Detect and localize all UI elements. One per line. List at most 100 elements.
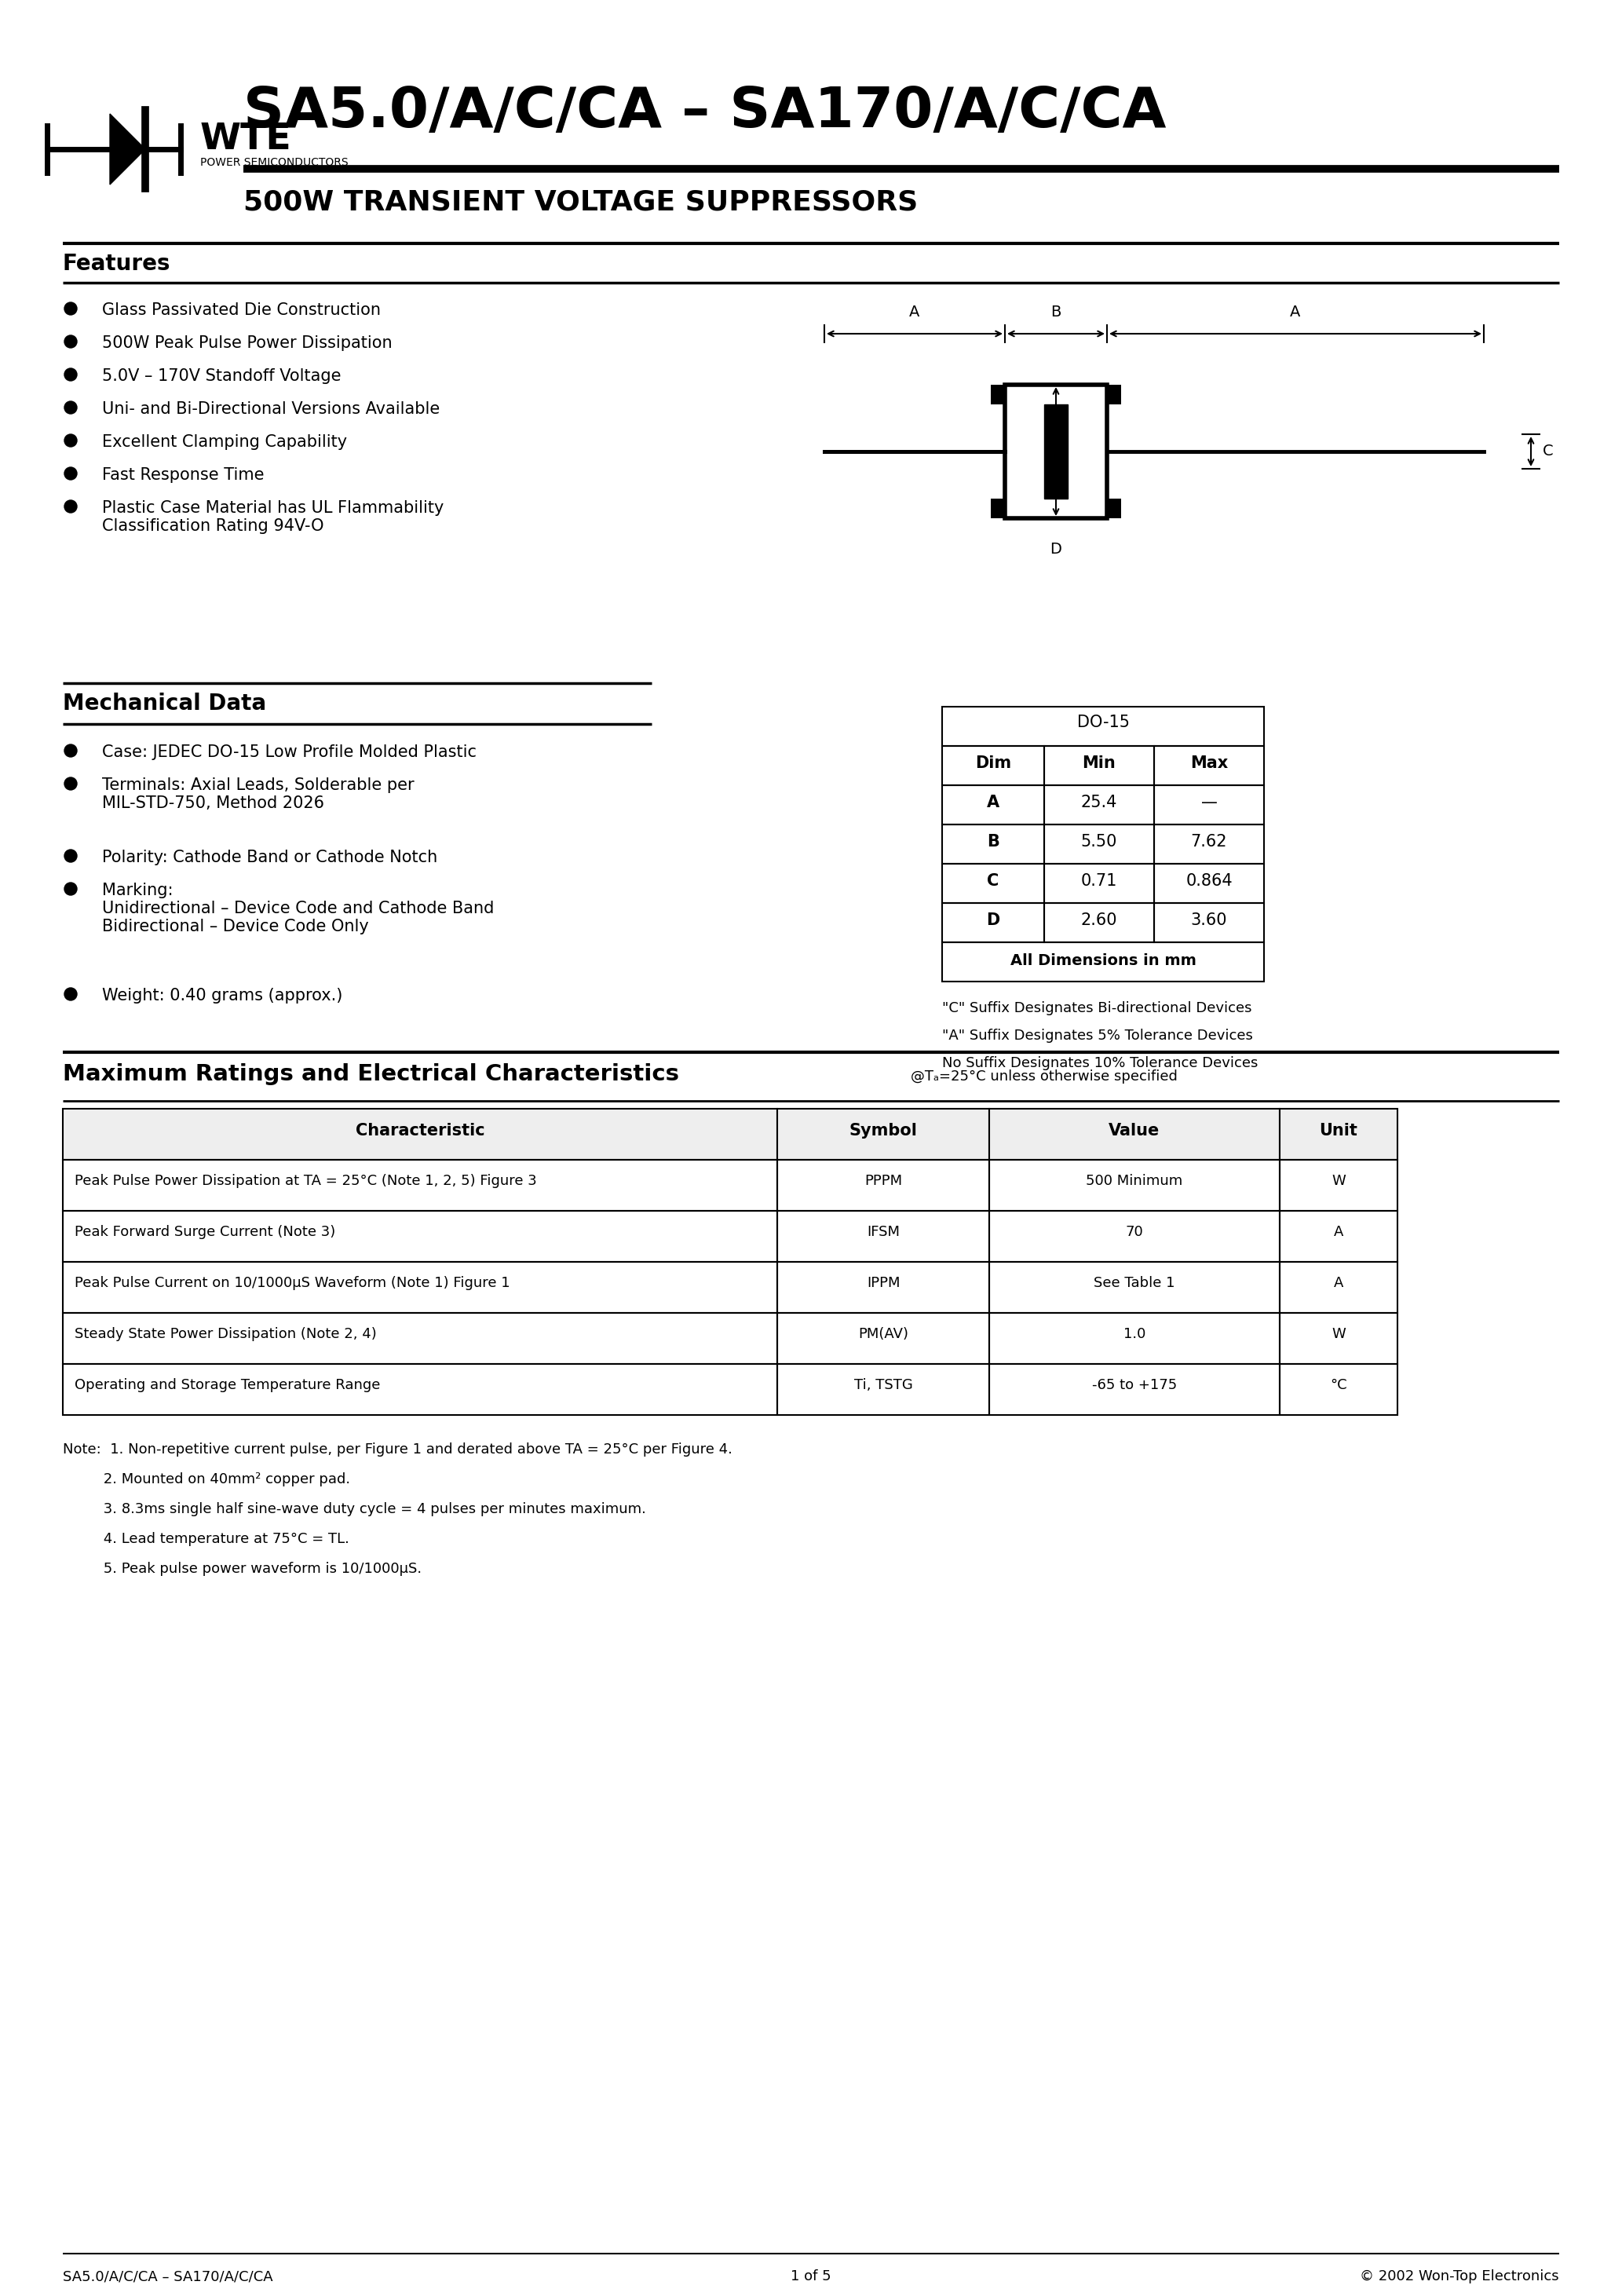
Text: 3.60: 3.60 xyxy=(1191,912,1228,928)
Bar xyxy=(63,1364,777,1414)
Bar xyxy=(1045,785,1155,824)
Bar xyxy=(942,746,1045,785)
Text: POWER SEMICONDUCTORS: POWER SEMICONDUCTORS xyxy=(200,156,349,168)
Text: 1.0: 1.0 xyxy=(1124,1327,1145,1341)
Text: Ti, TSTG: Ti, TSTG xyxy=(853,1378,913,1391)
Text: 1 of 5: 1 of 5 xyxy=(792,2268,830,2285)
Text: Operating and Storage Temperature Range: Operating and Storage Temperature Range xyxy=(75,1378,380,1391)
Bar xyxy=(63,1109,777,1159)
Bar xyxy=(1045,824,1155,863)
Circle shape xyxy=(65,303,76,315)
Text: Weight: 0.40 grams (approx.): Weight: 0.40 grams (approx.) xyxy=(102,987,342,1003)
Text: A: A xyxy=(1333,1226,1343,1240)
Text: D: D xyxy=(1049,542,1062,556)
Text: PPPM: PPPM xyxy=(865,1173,902,1187)
Bar xyxy=(777,1159,989,1210)
Text: Polarity: Cathode Band or Cathode Notch: Polarity: Cathode Band or Cathode Notch xyxy=(102,850,438,866)
Text: Terminals: Axial Leads, Solderable per
MIL-STD-750, Method 2026: Terminals: Axial Leads, Solderable per M… xyxy=(102,778,414,810)
Polygon shape xyxy=(110,115,146,184)
Text: PM(AV): PM(AV) xyxy=(858,1327,908,1341)
Bar xyxy=(1045,902,1155,941)
Text: A: A xyxy=(1333,1277,1343,1290)
Bar xyxy=(777,1313,989,1364)
Text: WTE: WTE xyxy=(200,122,292,156)
Text: C: C xyxy=(1543,443,1554,459)
Bar xyxy=(991,386,1006,404)
Bar xyxy=(1280,1159,1398,1210)
Bar xyxy=(942,785,1045,824)
Text: W: W xyxy=(1332,1173,1346,1187)
Bar xyxy=(989,1313,1280,1364)
Bar xyxy=(777,1210,989,1263)
Text: Fast Response Time: Fast Response Time xyxy=(102,466,264,482)
Bar xyxy=(991,498,1006,519)
Text: © 2002 Won-Top Electronics: © 2002 Won-Top Electronics xyxy=(1361,2268,1559,2285)
Text: Mechanical Data: Mechanical Data xyxy=(63,693,266,714)
Bar xyxy=(1045,746,1155,785)
Bar xyxy=(777,1364,989,1414)
Text: 0.71: 0.71 xyxy=(1080,872,1118,889)
Text: C: C xyxy=(988,872,999,889)
Bar xyxy=(777,1263,989,1313)
Bar xyxy=(942,824,1045,863)
Bar xyxy=(1155,902,1264,941)
Circle shape xyxy=(65,882,76,895)
Bar xyxy=(989,1263,1280,1313)
Circle shape xyxy=(65,367,76,381)
Circle shape xyxy=(65,987,76,1001)
Text: SA5.0/A/C/CA – SA170/A/C/CA: SA5.0/A/C/CA – SA170/A/C/CA xyxy=(243,85,1166,140)
Bar xyxy=(63,1263,777,1313)
Text: A: A xyxy=(1289,305,1301,319)
Text: IFSM: IFSM xyxy=(866,1226,900,1240)
Bar xyxy=(942,707,1264,746)
Bar xyxy=(1280,1313,1398,1364)
Text: Min: Min xyxy=(1082,755,1116,771)
Circle shape xyxy=(65,434,76,448)
Text: Unit: Unit xyxy=(1319,1123,1358,1139)
Text: 5.50: 5.50 xyxy=(1080,833,1118,850)
Text: 2.60: 2.60 xyxy=(1080,912,1118,928)
Text: Case: JEDEC DO-15 Low Profile Molded Plastic: Case: JEDEC DO-15 Low Profile Molded Pla… xyxy=(102,744,477,760)
Circle shape xyxy=(65,466,76,480)
Text: 25.4: 25.4 xyxy=(1080,794,1118,810)
Text: Peak Forward Surge Current (Note 3): Peak Forward Surge Current (Note 3) xyxy=(75,1226,336,1240)
Text: W: W xyxy=(1332,1327,1346,1341)
Text: 2. Mounted on 40mm² copper pad.: 2. Mounted on 40mm² copper pad. xyxy=(63,1472,350,1486)
Bar xyxy=(989,1364,1280,1414)
Text: "C" Suffix Designates Bi-directional Devices: "C" Suffix Designates Bi-directional Dev… xyxy=(942,1001,1252,1015)
Bar xyxy=(1280,1263,1398,1313)
Text: 3. 8.3ms single half sine-wave duty cycle = 4 pulses per minutes maximum.: 3. 8.3ms single half sine-wave duty cycl… xyxy=(63,1502,646,1515)
Bar xyxy=(63,1313,777,1364)
Bar xyxy=(942,902,1045,941)
Bar xyxy=(777,1109,989,1159)
Circle shape xyxy=(65,850,76,863)
Bar xyxy=(1155,863,1264,902)
Text: No Suffix Designates 10% Tolerance Devices: No Suffix Designates 10% Tolerance Devic… xyxy=(942,1056,1259,1070)
Text: Plastic Case Material has UL Flammability
Classification Rating 94V-O: Plastic Case Material has UL Flammabilit… xyxy=(102,501,444,535)
Text: 7.62: 7.62 xyxy=(1191,833,1228,850)
Text: Characteristic: Characteristic xyxy=(355,1123,485,1139)
Circle shape xyxy=(65,335,76,349)
Bar xyxy=(989,1159,1280,1210)
Bar xyxy=(1106,386,1121,404)
Text: Uni- and Bi-Directional Versions Available: Uni- and Bi-Directional Versions Availab… xyxy=(102,402,440,418)
Bar xyxy=(63,1210,777,1263)
Bar xyxy=(1006,386,1106,519)
Text: Features: Features xyxy=(63,253,170,276)
Text: Peak Pulse Power Dissipation at TA = 25°C (Note 1, 2, 5) Figure 3: Peak Pulse Power Dissipation at TA = 25°… xyxy=(75,1173,537,1187)
Bar xyxy=(942,863,1045,902)
Text: Peak Pulse Current on 10/1000μS Waveform (Note 1) Figure 1: Peak Pulse Current on 10/1000μS Waveform… xyxy=(75,1277,509,1290)
Text: B: B xyxy=(986,833,999,850)
Bar xyxy=(1155,785,1264,824)
Text: Value: Value xyxy=(1109,1123,1160,1139)
Text: 500 Minimum: 500 Minimum xyxy=(1087,1173,1182,1187)
Circle shape xyxy=(65,744,76,758)
Circle shape xyxy=(65,778,76,790)
Bar xyxy=(1155,824,1264,863)
Text: 4. Lead temperature at 75°C = TL.: 4. Lead temperature at 75°C = TL. xyxy=(63,1531,349,1545)
Bar xyxy=(63,1159,777,1210)
Circle shape xyxy=(65,501,76,512)
Text: See Table 1: See Table 1 xyxy=(1093,1277,1174,1290)
Text: DO-15: DO-15 xyxy=(1077,714,1129,730)
Text: —: — xyxy=(1200,794,1216,810)
